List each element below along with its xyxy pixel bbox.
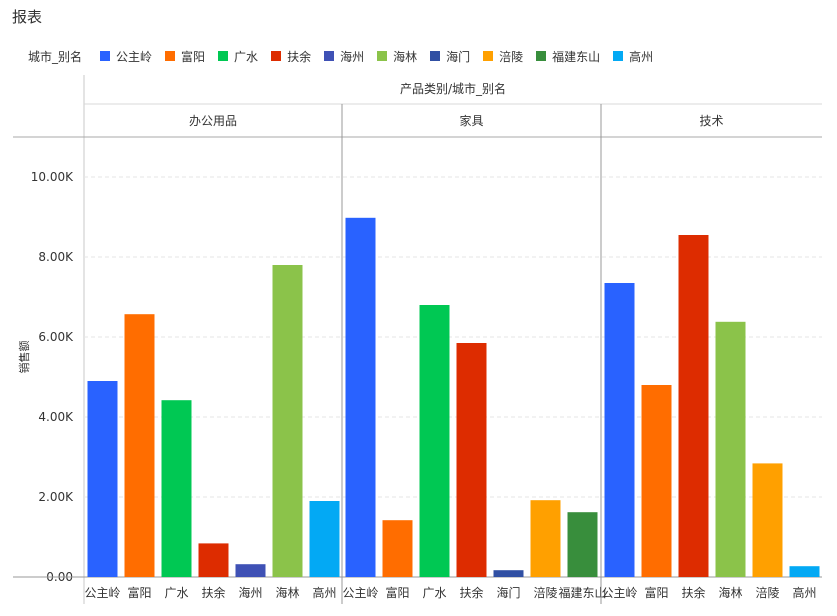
x-tick-label: 扶余 (681, 585, 705, 600)
legend-label: 福建东山 (552, 49, 601, 64)
x-tick-label: 富阳 (127, 585, 151, 600)
x-tick-label: 公主岭 (342, 586, 378, 600)
legend-item[interactable]: 涪陵 (483, 48, 523, 65)
y-tick-label: 2.00K (38, 490, 74, 504)
legend-swatch (536, 51, 547, 61)
x-tick-label: 公主岭 (601, 586, 637, 600)
legend-label: 广水 (234, 49, 259, 64)
y-axis-label: 销售额 (17, 341, 31, 374)
y-tick-label: 10.00K (31, 170, 74, 184)
legend-label: 高州 (629, 49, 654, 64)
x-tick-label: 公主岭 (84, 586, 120, 600)
legend-label: 涪陵 (499, 49, 524, 64)
y-tick-label: 4.00K (38, 410, 74, 424)
bar (272, 265, 303, 577)
legend-item[interactable]: 海门 (430, 48, 470, 65)
y-tick-label: 6.00K (38, 330, 74, 344)
legend-label: 海州 (340, 49, 365, 64)
x-tick-label: 高州 (312, 585, 336, 600)
bar (419, 305, 450, 577)
legend-swatch (165, 51, 176, 61)
bar (198, 543, 229, 577)
legend-item[interactable]: 富阳 (165, 48, 205, 65)
x-tick-label: 扶余 (459, 585, 483, 600)
bar (87, 381, 118, 577)
group-label: 技术 (699, 114, 723, 128)
x-tick-label: 广水 (164, 586, 188, 600)
x-tick-label: 海门 (496, 585, 520, 600)
bar (309, 501, 340, 577)
legend-item[interactable]: 海林 (377, 48, 417, 65)
legend-item[interactable]: 高州 (613, 48, 653, 65)
legend-swatch (613, 51, 624, 61)
x-tick-label: 海林 (275, 585, 299, 600)
bar (235, 564, 266, 577)
legend-swatch (430, 51, 441, 61)
x-tick-label: 福建东山 (558, 585, 606, 600)
legend-swatch (483, 51, 494, 61)
legend-item[interactable]: 扶余 (271, 48, 311, 65)
legend-label: 海林 (393, 49, 418, 64)
bar (124, 314, 155, 577)
group-label: 办公用品 (189, 113, 237, 128)
legend-swatch (218, 51, 229, 61)
x-tick-label: 海林 (718, 585, 742, 600)
bar (715, 321, 746, 577)
x-tick-label: 涪陵 (755, 585, 779, 600)
x-tick-label: 涪陵 (533, 585, 557, 600)
legend-item[interactable]: 海州 (324, 48, 364, 65)
legend-swatch (100, 51, 111, 61)
legend-item[interactable]: 公主岭 (100, 48, 152, 65)
bar (345, 217, 376, 578)
x-tick-label: 富阳 (385, 585, 409, 600)
x-tick-label: 高州 (792, 585, 816, 600)
legend-item[interactable]: 广水 (218, 48, 258, 65)
bar (678, 235, 709, 577)
bar (789, 566, 820, 577)
legend-label: 公主岭 (116, 49, 153, 64)
y-tick-label: 8.00K (38, 250, 74, 264)
column-header: 产品类别/城市_别名 (400, 81, 506, 96)
bar (456, 343, 487, 577)
x-tick-label: 广水 (422, 586, 446, 600)
bar (530, 500, 561, 577)
legend-swatch (271, 51, 282, 61)
bar (567, 512, 598, 577)
legend-title: 城市_别名 (28, 49, 83, 64)
legend-item[interactable]: 福建东山 (536, 48, 600, 65)
bar (161, 400, 192, 577)
bar (604, 283, 635, 577)
report-title: 报表 (12, 8, 43, 26)
bar (641, 385, 672, 577)
x-tick-label: 扶余 (201, 585, 225, 600)
group-label: 家具 (459, 113, 483, 128)
legend-label: 海门 (446, 49, 471, 64)
legend-label: 富阳 (181, 49, 206, 64)
bar (752, 463, 783, 577)
chart-legend: 城市_别名 公主岭 富阳 广水 扶余 海州 海林 海门 涪陵 福建东山 高州 (28, 47, 666, 65)
x-tick-label: 海州 (238, 585, 262, 600)
x-tick-label: 富阳 (644, 585, 668, 600)
bar (493, 570, 524, 577)
legend-swatch (377, 51, 388, 61)
bar (382, 520, 413, 577)
legend-swatch (324, 51, 335, 61)
legend-label: 扶余 (287, 49, 312, 64)
